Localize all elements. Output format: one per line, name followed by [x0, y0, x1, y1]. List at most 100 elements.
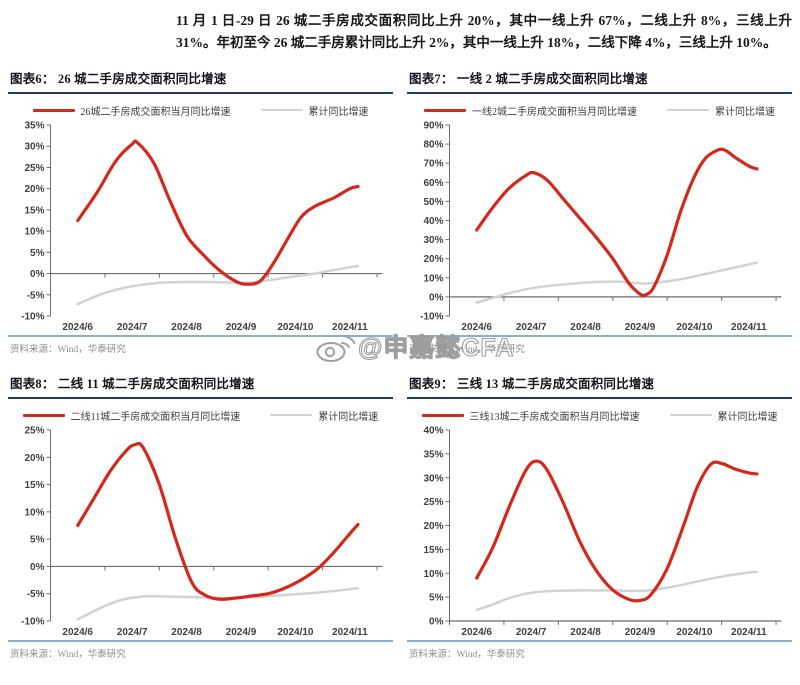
x-tick-label: 2024/7: [117, 627, 148, 638]
y-tick-label: 5%: [30, 248, 45, 259]
source-divider: [407, 334, 792, 337]
x-tick-label: 2024/7: [516, 322, 547, 333]
legend-label: 一线2城二手房成交面积当月同比增速: [472, 106, 637, 118]
legend-line-swatch: [421, 413, 464, 417]
source-divider: [8, 639, 393, 642]
series-line-0: [76, 441, 360, 601]
series-line-1: [475, 570, 759, 611]
source-divider: [8, 334, 393, 337]
y-tick-label: 10%: [423, 273, 443, 284]
figure-legend: 26城二手房成交面积当月同比增速 累计同比增速: [8, 94, 393, 119]
y-tick-label: 70%: [423, 158, 443, 169]
x-tick-label: 2024/10: [676, 322, 713, 333]
legend-line-swatch: [667, 108, 709, 112]
x-tick-label: 2024/8: [171, 322, 202, 333]
series-line-1: [76, 264, 360, 306]
figure-source: 资料来源：Wind，华泰研究: [409, 649, 525, 660]
y-tick-label: 30%: [423, 235, 443, 246]
legend-label: 26城二手房成交面积当月同比增速: [80, 106, 231, 118]
x-tick-label: 2024/11: [332, 627, 368, 638]
y-tick-label: 60%: [423, 178, 443, 189]
series-line-0: [475, 147, 759, 297]
x-tick-label: 2024/10: [277, 322, 314, 333]
y-tick-label: -10%: [420, 311, 443, 322]
x-tick-label: 2024/6: [62, 322, 93, 333]
y-tick-label: 0%: [429, 616, 444, 627]
legend-label: 累计同比增速: [717, 411, 778, 423]
charts-grid: 图表6： 26 城二手房成交面积同比增速 26城二手房成交面积当月同比增速累计同…: [0, 66, 800, 660]
x-tick-label: 2024/8: [171, 627, 202, 638]
figure: 图表6： 26 城二手房成交面积同比增速 26城二手房成交面积当月同比增速 累计同…: [8, 66, 393, 355]
legend-item: 三线13城二手房成交面积当月同比增速: [421, 408, 640, 423]
x-tick-label: 2024/11: [332, 322, 368, 333]
legend-item: 26城二手房成交面积当月同比增速: [32, 103, 231, 118]
y-tick-label: 10%: [24, 226, 44, 237]
line-chart: -10% -5% 0% 5% 10% 15% 20% 25% 2024/6 2024/7 2024/…: [21, 425, 383, 638]
legend-label: 二线11城二手房成交面积当月同比增速: [70, 411, 241, 423]
legend-label: 三线13城二手房成交面积当月同比增速: [469, 411, 640, 423]
x-tick-label: 2024/9: [226, 322, 257, 333]
figure-source: 资料来源：Wind，华泰研究: [10, 344, 126, 355]
y-tick-label: 5%: [30, 534, 45, 545]
x-tick-label: 2024/6: [461, 627, 492, 638]
y-tick-label: -10%: [21, 616, 44, 627]
legend-line-swatch: [22, 413, 65, 417]
figure-title: 图表6： 26 城二手房成交面积同比增速: [8, 66, 393, 94]
x-tick-label: 2024/10: [676, 627, 713, 638]
x-tick-label: 2024/8: [570, 322, 601, 333]
line-chart: 0% 5% 10% 15% 20% 25% 30% 35% 40% 2024/6 2024/7 202…: [423, 425, 782, 638]
series-line-0: [76, 139, 360, 286]
y-tick-label: 30%: [24, 141, 44, 152]
legend-label: 累计同比增速: [715, 106, 775, 118]
y-tick-label: 0%: [30, 562, 45, 573]
figure: 图表8： 二线 11 城二手房成交面积同比增速 二线11城二手房成交面积当月同比…: [8, 371, 393, 660]
y-tick-label: 5%: [429, 592, 444, 603]
source-divider: [407, 639, 792, 642]
x-tick-label: 2024/9: [625, 627, 656, 638]
y-tick-label: 25%: [24, 425, 44, 436]
figure-source: 资料来源：Wind，华泰研究: [10, 649, 126, 660]
legend-line-swatch: [669, 413, 712, 417]
legend-line-swatch: [32, 108, 75, 112]
legend-item: 一线2城二手房成交面积当月同比增速: [424, 103, 637, 118]
y-tick-label: 50%: [423, 197, 443, 208]
y-tick-label: 15%: [24, 205, 44, 216]
y-tick-label: 20%: [24, 453, 44, 464]
y-tick-label: 20%: [24, 184, 44, 195]
intro-paragraph: 11 月 1 日-29 日 26 城二手房成交面积同比上升 20%，其中一线上升…: [176, 13, 792, 50]
figure-legend: 二线11城二手房成交面积当月同比增速 累计同比增速: [8, 399, 393, 424]
y-tick-label: -5%: [27, 290, 45, 301]
x-tick-label: 2024/11: [731, 322, 767, 333]
legend-line-swatch: [270, 413, 313, 417]
x-tick-label: 2024/7: [516, 627, 547, 638]
series-line-0: [475, 459, 759, 603]
legend-label: 累计同比增速: [308, 106, 369, 118]
y-tick-label: 20%: [423, 521, 443, 532]
legend-item: 累计同比增速: [260, 103, 369, 118]
x-tick-label: 2024/10: [277, 627, 314, 638]
y-tick-label: -10%: [21, 311, 44, 322]
x-tick-label: 2024/9: [625, 322, 656, 333]
figure-legend: 一线2城二手房成交面积当月同比增速 累计同比增速: [407, 94, 792, 119]
y-tick-label: 30%: [423, 473, 443, 484]
line-chart: -10% -5% 0% 5% 10% 15% 20% 25% 30% 35% 2024/6 2024/…: [21, 120, 383, 333]
y-tick-label: 10%: [24, 507, 44, 518]
series-line-1: [76, 586, 360, 621]
figure-source: 资料来源：Wind，华泰研究: [409, 344, 525, 355]
figure-title: 图表7： 一线 2 城二手房成交面积同比增速: [407, 66, 792, 94]
y-tick-label: 35%: [423, 449, 443, 460]
x-tick-label: 2024/6: [461, 322, 492, 333]
legend-item: 累计同比增速: [270, 408, 378, 423]
x-tick-label: 2024/7: [117, 322, 148, 333]
y-tick-label: 20%: [423, 254, 443, 265]
legend-line-swatch: [424, 108, 466, 112]
x-tick-label: 2024/9: [226, 627, 257, 638]
figure-title: 图表8： 二线 11 城二手房成交面积同比增速: [8, 371, 393, 399]
figure: 图表9： 三线 13 城二手房成交面积同比增速 三线13城二手房成交面积当月同比…: [407, 371, 792, 660]
y-tick-label: 40%: [423, 425, 443, 436]
x-tick-label: 2024/11: [731, 627, 767, 638]
legend-item: 二线11城二手房成交面积当月同比增速: [22, 408, 241, 423]
legend-item: 累计同比增速: [669, 408, 778, 423]
figure-legend: 三线13城二手房成交面积当月同比增速 累计同比增速: [407, 399, 792, 424]
